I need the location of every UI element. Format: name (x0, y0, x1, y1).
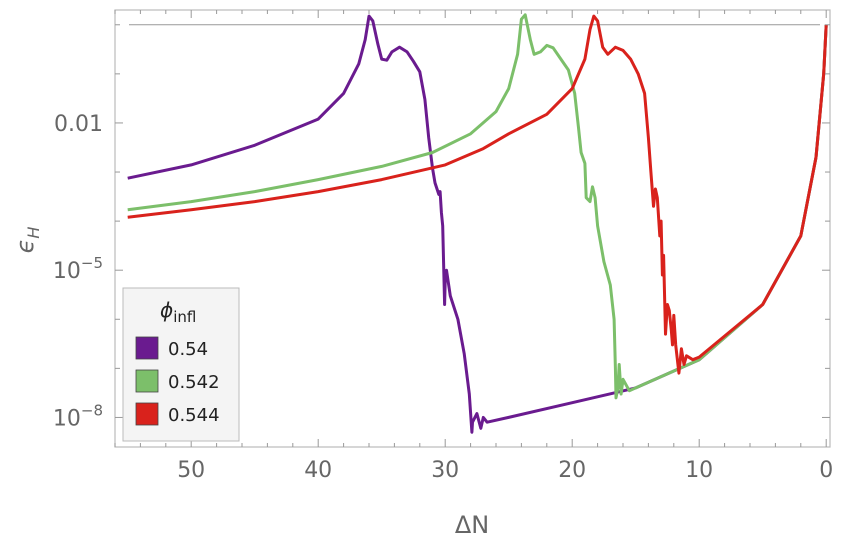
legend-title: ϕinfl (160, 298, 196, 326)
series-layer (127, 13, 828, 434)
legend-label-0.542: 0.542 (168, 372, 220, 393)
plot-frame (114, 9, 831, 448)
y-tick-label: 10−5 (53, 254, 103, 284)
x-tick-label: 10 (685, 458, 713, 483)
legend-swatch-0.542 (135, 369, 159, 393)
x-tick-label: 50 (177, 458, 205, 483)
legend-label-0.54: 0.54 (168, 339, 208, 360)
x-tick-label: 20 (558, 458, 586, 483)
x-tick-label: 40 (304, 458, 332, 483)
y-axis-label-sub: H (24, 227, 43, 239)
series-line-0.544 (127, 14, 828, 375)
x-tick-label: 30 (431, 458, 459, 483)
legend-swatch-0.54 (135, 336, 159, 360)
ticks-layer (114, 10, 830, 447)
x-tick-label: 0 (819, 458, 833, 483)
series-line-0.54 (127, 14, 828, 434)
legend-items: 0.54 0.542 0.544 (135, 336, 220, 426)
y-axis-label-epsilon: ϵ (11, 239, 39, 254)
series-line-0.542 (127, 13, 828, 400)
legend: ϕinfl 0.54 0.542 0.544 (122, 287, 240, 442)
legend-title-sub: infl (173, 308, 196, 326)
legend-label-0.544: 0.544 (168, 405, 220, 426)
legend-swatch-0.544 (135, 402, 159, 426)
legend-title-phi: ϕ (160, 298, 173, 322)
tick-labels: 50 40 30 20 10 0 0.01 10−5 10−8 (53, 112, 833, 483)
x-axis-label: ΔN (455, 511, 489, 539)
y-tick-label: 10−8 (53, 401, 103, 431)
y-axis-label: ϵH (11, 227, 43, 254)
y-tick-label: 0.01 (54, 112, 103, 137)
